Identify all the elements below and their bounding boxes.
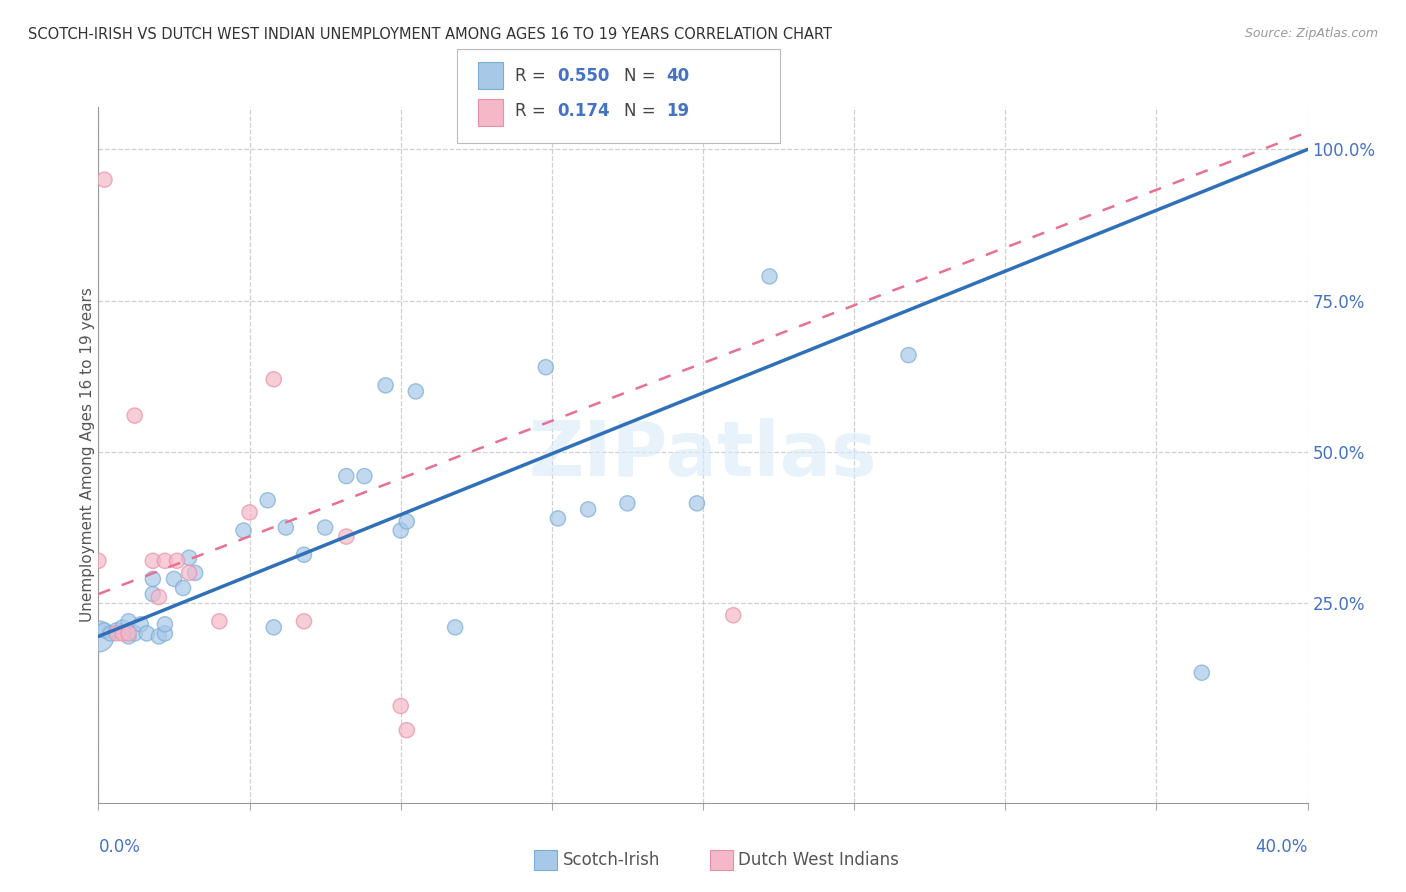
Text: 40.0%: 40.0% — [1256, 838, 1308, 855]
Point — [723, 608, 745, 623]
Point — [292, 615, 315, 629]
Point — [179, 566, 201, 580]
Point — [118, 629, 141, 643]
Point — [93, 624, 115, 638]
Point — [274, 520, 297, 534]
Point — [314, 520, 336, 534]
Point — [616, 496, 638, 510]
Point — [534, 360, 557, 375]
Text: SCOTCH-IRISH VS DUTCH WEST INDIAN UNEMPLOYMENT AMONG AGES 16 TO 19 YEARS CORRELA: SCOTCH-IRISH VS DUTCH WEST INDIAN UNEMPL… — [28, 27, 832, 42]
Point — [111, 620, 134, 634]
Text: N =: N = — [624, 103, 666, 120]
Text: ZIPatlas: ZIPatlas — [529, 418, 877, 491]
Point — [686, 496, 709, 510]
Point — [124, 409, 146, 423]
Text: 0.174: 0.174 — [557, 103, 609, 120]
Point — [353, 469, 375, 483]
Text: Scotch-Irish: Scotch-Irish — [562, 851, 659, 869]
Point — [389, 698, 412, 713]
Point — [395, 515, 418, 529]
Point — [124, 626, 146, 640]
Point — [172, 581, 194, 595]
Point — [179, 550, 201, 565]
Point — [163, 572, 186, 586]
Y-axis label: Unemployment Among Ages 16 to 19 years: Unemployment Among Ages 16 to 19 years — [80, 287, 94, 623]
Point — [105, 624, 128, 638]
Point — [111, 626, 134, 640]
Point — [142, 554, 165, 568]
Point — [335, 469, 357, 483]
Point — [153, 626, 176, 640]
Text: 0.0%: 0.0% — [98, 838, 141, 855]
Point — [758, 269, 780, 284]
Point — [166, 554, 188, 568]
Point — [547, 511, 569, 525]
Point — [153, 554, 176, 568]
Point — [576, 502, 599, 516]
Point — [142, 572, 165, 586]
Point — [129, 617, 152, 632]
Text: Dutch West Indians: Dutch West Indians — [738, 851, 898, 869]
Point — [405, 384, 427, 399]
Point — [263, 620, 285, 634]
Point — [184, 566, 207, 580]
Point — [232, 524, 254, 538]
Point — [1191, 665, 1213, 680]
Point — [374, 378, 396, 392]
Point — [148, 590, 170, 604]
Point — [87, 629, 110, 643]
Point — [256, 493, 278, 508]
Point — [292, 548, 315, 562]
Point — [395, 723, 418, 738]
Text: 0.550: 0.550 — [557, 67, 609, 85]
Point — [142, 587, 165, 601]
Text: Source: ZipAtlas.com: Source: ZipAtlas.com — [1244, 27, 1378, 40]
Point — [897, 348, 920, 362]
Point — [93, 172, 115, 186]
Point — [335, 530, 357, 544]
Point — [208, 615, 231, 629]
Text: R =: R = — [515, 103, 555, 120]
Point — [118, 615, 141, 629]
Text: 40: 40 — [666, 67, 689, 85]
Point — [118, 626, 141, 640]
Point — [263, 372, 285, 386]
Point — [148, 629, 170, 643]
Point — [389, 524, 412, 538]
Point — [444, 620, 467, 634]
Text: R =: R = — [515, 67, 551, 85]
Point — [105, 626, 128, 640]
Point — [135, 626, 157, 640]
Point — [239, 505, 262, 519]
Text: N =: N = — [624, 67, 661, 85]
Text: 19: 19 — [666, 103, 689, 120]
Point — [100, 626, 122, 640]
Point — [153, 617, 176, 632]
Point — [87, 554, 110, 568]
